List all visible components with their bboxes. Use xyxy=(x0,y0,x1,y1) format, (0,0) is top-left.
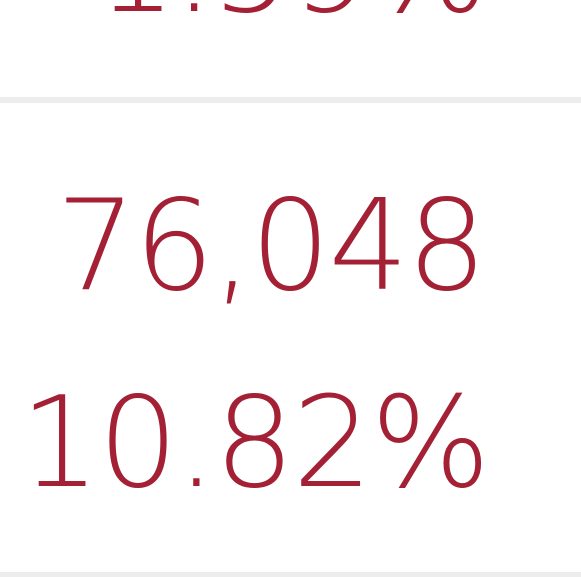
table-cell-previous: 1.59% xyxy=(0,0,581,97)
row-divider-bottom xyxy=(0,572,581,577)
previous-percent-value: 1.59% xyxy=(96,0,486,31)
table-cell-current: 76,048 10.82% xyxy=(0,103,581,572)
count-value: 76,048 xyxy=(56,172,487,319)
percent-value: 10.82% xyxy=(20,369,490,516)
row-divider xyxy=(0,97,581,103)
